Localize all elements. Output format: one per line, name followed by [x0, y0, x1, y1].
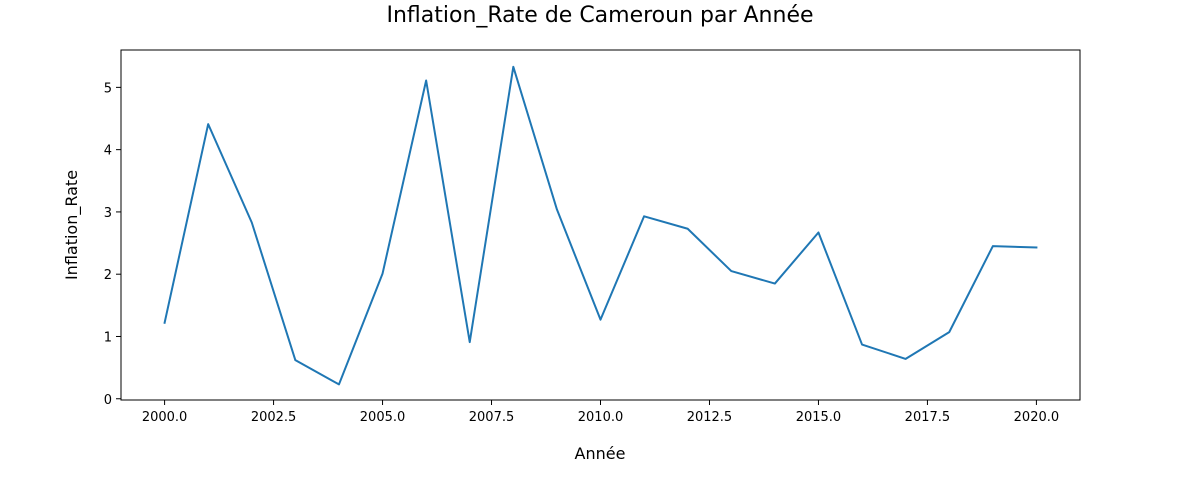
series-line	[163, 65, 1038, 386]
x-tick-label: 2007.5	[469, 410, 515, 425]
x-tick-label: 2020.0	[1014, 410, 1060, 425]
x-tick-label: 2005.0	[360, 410, 406, 425]
x-tick-label: 2010.0	[578, 410, 624, 425]
y-tick-label: 1	[104, 330, 112, 345]
chart-title: Inflation_Rate de Cameroun par Année	[386, 3, 813, 28]
y-tick-label: 3	[104, 206, 112, 221]
plot-area: 2000.0 2002.5 2005.0 2007.5 2010.0 2012.5 2015…	[104, 49, 1081, 425]
y-tick-label: 5	[104, 81, 112, 96]
x-tick-label: 2015.0	[796, 410, 842, 425]
x-tick-label: 2017.5	[905, 410, 951, 425]
y-tick-label: 2	[104, 268, 112, 283]
x-tick-label: 2012.5	[687, 410, 733, 425]
y-tick-label: 4	[104, 144, 112, 159]
plot-frame	[120, 49, 1081, 401]
y-axis-label: Inflation_Rate	[62, 170, 82, 280]
x-tick-label: 2000.0	[142, 410, 188, 425]
x-tick-label: 2002.5	[251, 410, 297, 425]
x-axis-label: Année	[575, 444, 626, 463]
y-tick-label: 0	[104, 393, 112, 408]
